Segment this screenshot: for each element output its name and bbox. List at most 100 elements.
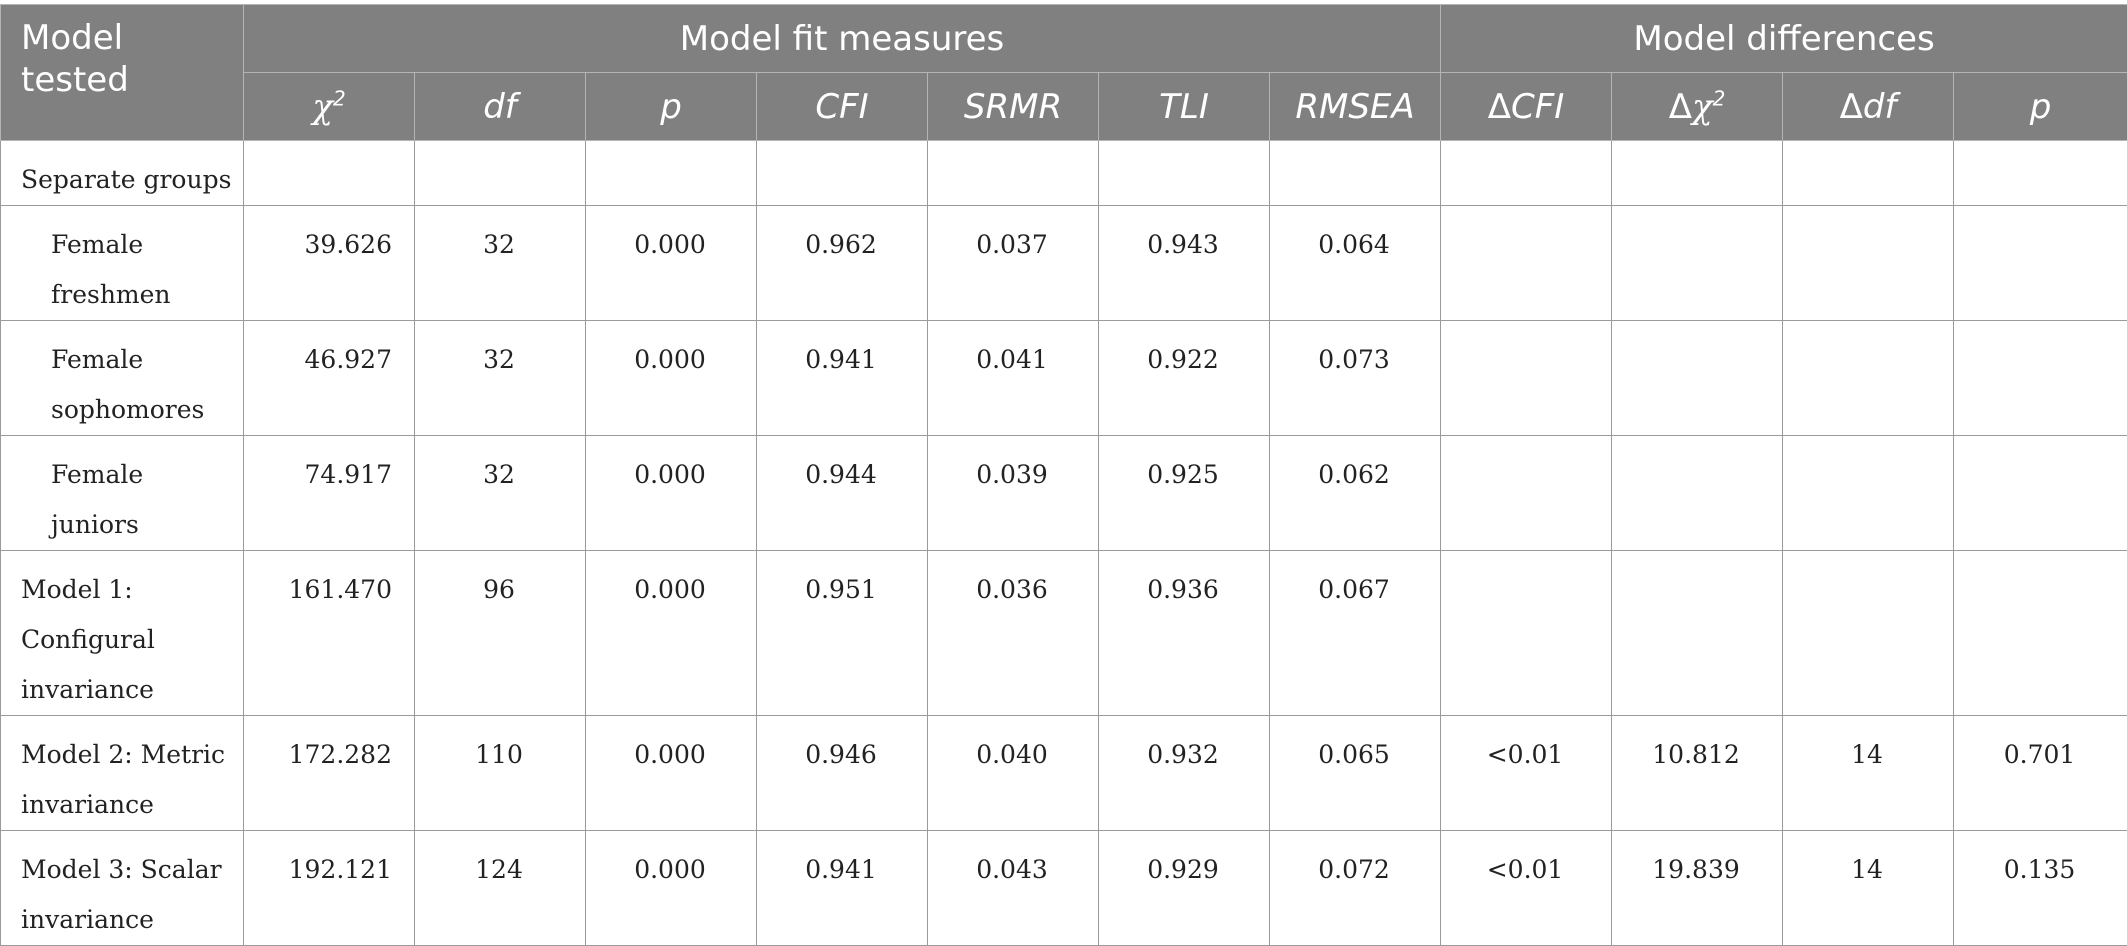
row-label: Female juniors [1, 436, 244, 551]
cell-p-diff [1954, 141, 2127, 206]
cell-delta-chi2 [1612, 206, 1783, 321]
table-row: Model 1: Configural invariance 161.470 9… [1, 551, 2127, 716]
cell-chi2 [244, 141, 415, 206]
cell-df [415, 141, 586, 206]
cell-df: 124 [415, 831, 586, 946]
cell-srmr: 0.043 [928, 831, 1099, 946]
cell-p: 0.000 [586, 716, 757, 831]
chi-superscript: 2 [1713, 86, 1726, 110]
cell-rmsea: 0.073 [1270, 321, 1441, 436]
cell-cfi: 0.946 [757, 716, 928, 831]
cell-p-diff [1954, 436, 2127, 551]
header-chi2: χ2 [244, 73, 415, 141]
cell-tli: 0.932 [1099, 716, 1270, 831]
cell-tli: 0.936 [1099, 551, 1270, 716]
table-row: Female freshmen 39.626 32 0.000 0.962 0.… [1, 206, 2127, 321]
cell-cfi: 0.962 [757, 206, 928, 321]
cell-p: 0.000 [586, 436, 757, 551]
cell-chi2: 46.927 [244, 321, 415, 436]
table-row: Model 3: Scalar invariance 192.121 124 0… [1, 831, 2127, 946]
cell-srmr: 0.039 [928, 436, 1099, 551]
header-tli: TLI [1099, 73, 1270, 141]
cell-delta-df: 14 [1783, 716, 1954, 831]
chi-symbol: χ [312, 87, 333, 127]
table-row: Female sophomores 46.927 32 0.000 0.941 … [1, 321, 2127, 436]
cell-srmr [928, 141, 1099, 206]
cell-delta-cfi [1441, 321, 1612, 436]
table-row: Female juniors 74.917 32 0.000 0.944 0.0… [1, 436, 2127, 551]
cell-df: 32 [415, 321, 586, 436]
cell-delta-cfi [1441, 206, 1612, 321]
header-rmsea: RMSEA [1270, 73, 1441, 141]
cell-p-diff: 0.135 [1954, 831, 2127, 946]
cell-srmr: 0.041 [928, 321, 1099, 436]
row-label: Model 2: Metric invariance [1, 716, 244, 831]
row-label: Model 1: Configural invariance [1, 551, 244, 716]
cell-df: 96 [415, 551, 586, 716]
cell-cfi: 0.951 [757, 551, 928, 716]
header-row-columns: χ2 df p CFI SRMR TLI RMSEA ΔCFI Δχ2 Δdf … [1, 73, 2127, 141]
model-fit-table: Model tested Model fit measures Model di… [0, 4, 2127, 946]
header-model-tested: Model tested [1, 5, 244, 141]
table-header: Model tested Model fit measures Model di… [1, 5, 2127, 141]
cell-delta-cfi [1441, 141, 1612, 206]
header-srmr: SRMR [928, 73, 1099, 141]
delta-cfi-label: CFI [1511, 87, 1564, 127]
cell-rmsea: 0.065 [1270, 716, 1441, 831]
cell-p: 0.000 [586, 206, 757, 321]
table-row: Separate groups [1, 141, 2127, 206]
header-p: p [586, 73, 757, 141]
table-container: Model tested Model fit measures Model di… [0, 4, 2127, 946]
cell-delta-chi2 [1612, 551, 1783, 716]
header-p-diff: p [1954, 73, 2127, 141]
cell-delta-df [1783, 551, 1954, 716]
cell-p-diff [1954, 206, 2127, 321]
row-label: Female freshmen [1, 206, 244, 321]
cell-delta-cfi [1441, 551, 1612, 716]
header-group-diff: Model differences [1441, 5, 2127, 73]
cell-cfi: 0.941 [757, 321, 928, 436]
cell-cfi [757, 141, 928, 206]
cell-cfi: 0.944 [757, 436, 928, 551]
row-label: Model 3: Scalar invariance [1, 831, 244, 946]
cell-delta-df [1783, 141, 1954, 206]
cell-rmsea: 0.072 [1270, 831, 1441, 946]
header-group-fit: Model fit measures [244, 5, 1441, 73]
cell-delta-cfi: <0.01 [1441, 716, 1612, 831]
header-row-groups: Model tested Model fit measures Model di… [1, 5, 2127, 73]
cell-delta-df [1783, 321, 1954, 436]
cell-df: 110 [415, 716, 586, 831]
row-label: Separate groups [1, 141, 244, 206]
cell-chi2: 192.121 [244, 831, 415, 946]
cell-p [586, 141, 757, 206]
cell-rmsea: 0.062 [1270, 436, 1441, 551]
cell-delta-cfi [1441, 436, 1612, 551]
delta-symbol: Δ [1840, 87, 1863, 127]
cell-tli: 0.929 [1099, 831, 1270, 946]
cell-df: 32 [415, 206, 586, 321]
cell-p-diff [1954, 551, 2127, 716]
delta-df-label: df [1863, 87, 1897, 127]
row-label: Female sophomores [1, 321, 244, 436]
header-cfi: CFI [757, 73, 928, 141]
chi-superscript: 2 [333, 86, 346, 110]
cell-delta-chi2: 10.812 [1612, 716, 1783, 831]
cell-tli: 0.943 [1099, 206, 1270, 321]
cell-chi2: 74.917 [244, 436, 415, 551]
cell-p-diff [1954, 321, 2127, 436]
delta-symbol: Δ [1488, 87, 1511, 127]
cell-p-diff: 0.701 [1954, 716, 2127, 831]
cell-rmsea: 0.064 [1270, 206, 1441, 321]
cell-rmsea: 0.067 [1270, 551, 1441, 716]
cell-tli [1099, 141, 1270, 206]
chi-symbol: χ [1692, 87, 1713, 127]
cell-tli: 0.922 [1099, 321, 1270, 436]
cell-p: 0.000 [586, 831, 757, 946]
header-delta-chi2: Δχ2 [1612, 73, 1783, 141]
header-df: df [415, 73, 586, 141]
cell-delta-chi2 [1612, 141, 1783, 206]
cell-delta-df [1783, 436, 1954, 551]
cell-rmsea [1270, 141, 1441, 206]
cell-cfi: 0.941 [757, 831, 928, 946]
cell-srmr: 0.037 [928, 206, 1099, 321]
